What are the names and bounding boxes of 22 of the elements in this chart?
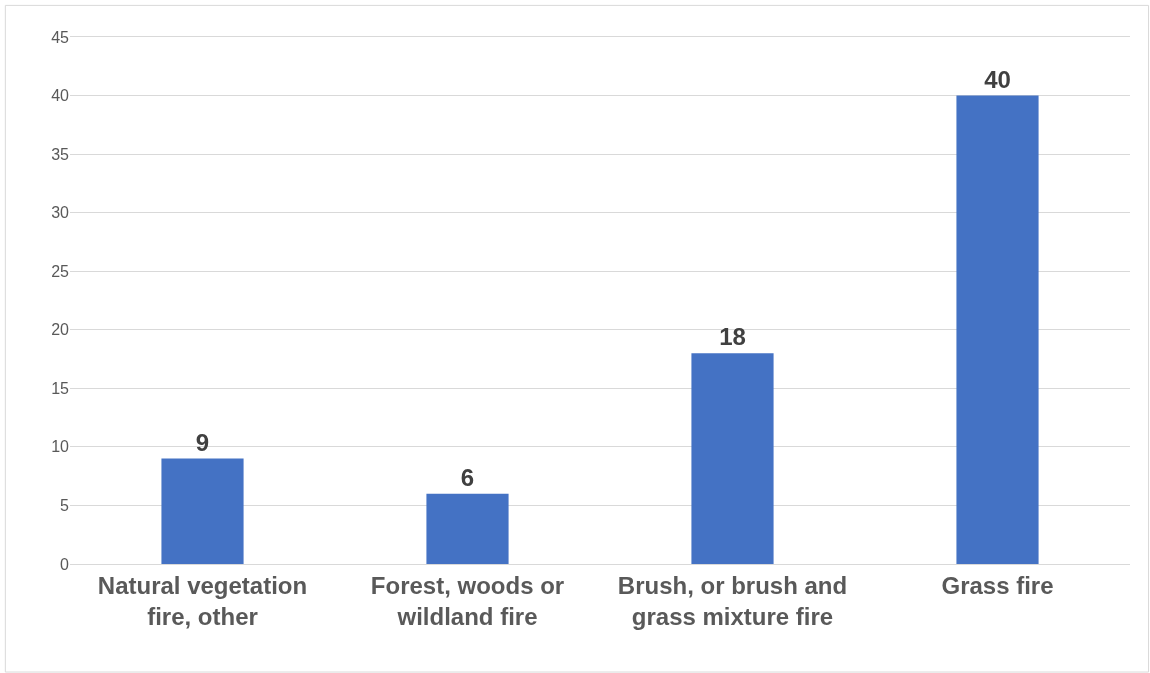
x-tick-label: Forest, woods or wildland fire xyxy=(370,571,565,630)
y-tick-label: 30 xyxy=(51,204,70,222)
y-tick-label: 45 xyxy=(51,28,70,46)
y-tick-label: 15 xyxy=(51,379,70,397)
bar xyxy=(426,493,509,564)
x-tick-label: Brush, or brush and grass mixture fire xyxy=(617,571,848,630)
y-tick-label: 10 xyxy=(51,438,70,456)
bar xyxy=(691,353,774,564)
data-label: 18 xyxy=(719,323,746,351)
y-tick-label: 40 xyxy=(51,87,70,105)
y-tick-label: 35 xyxy=(51,145,70,163)
data-label: 6 xyxy=(460,463,475,491)
x-tick-label: Natural vegetation fire, other xyxy=(97,571,308,630)
y-tick-label: 25 xyxy=(51,262,70,280)
data-label: 40 xyxy=(984,65,1011,93)
y-tick-label: 20 xyxy=(51,321,70,339)
y-tick-label: 5 xyxy=(60,497,70,515)
data-label: 9 xyxy=(195,428,210,456)
bar xyxy=(956,95,1039,564)
bar xyxy=(161,458,244,564)
x-tick-label: Grass fire xyxy=(941,571,1054,599)
y-tick-label: 0 xyxy=(60,555,70,573)
